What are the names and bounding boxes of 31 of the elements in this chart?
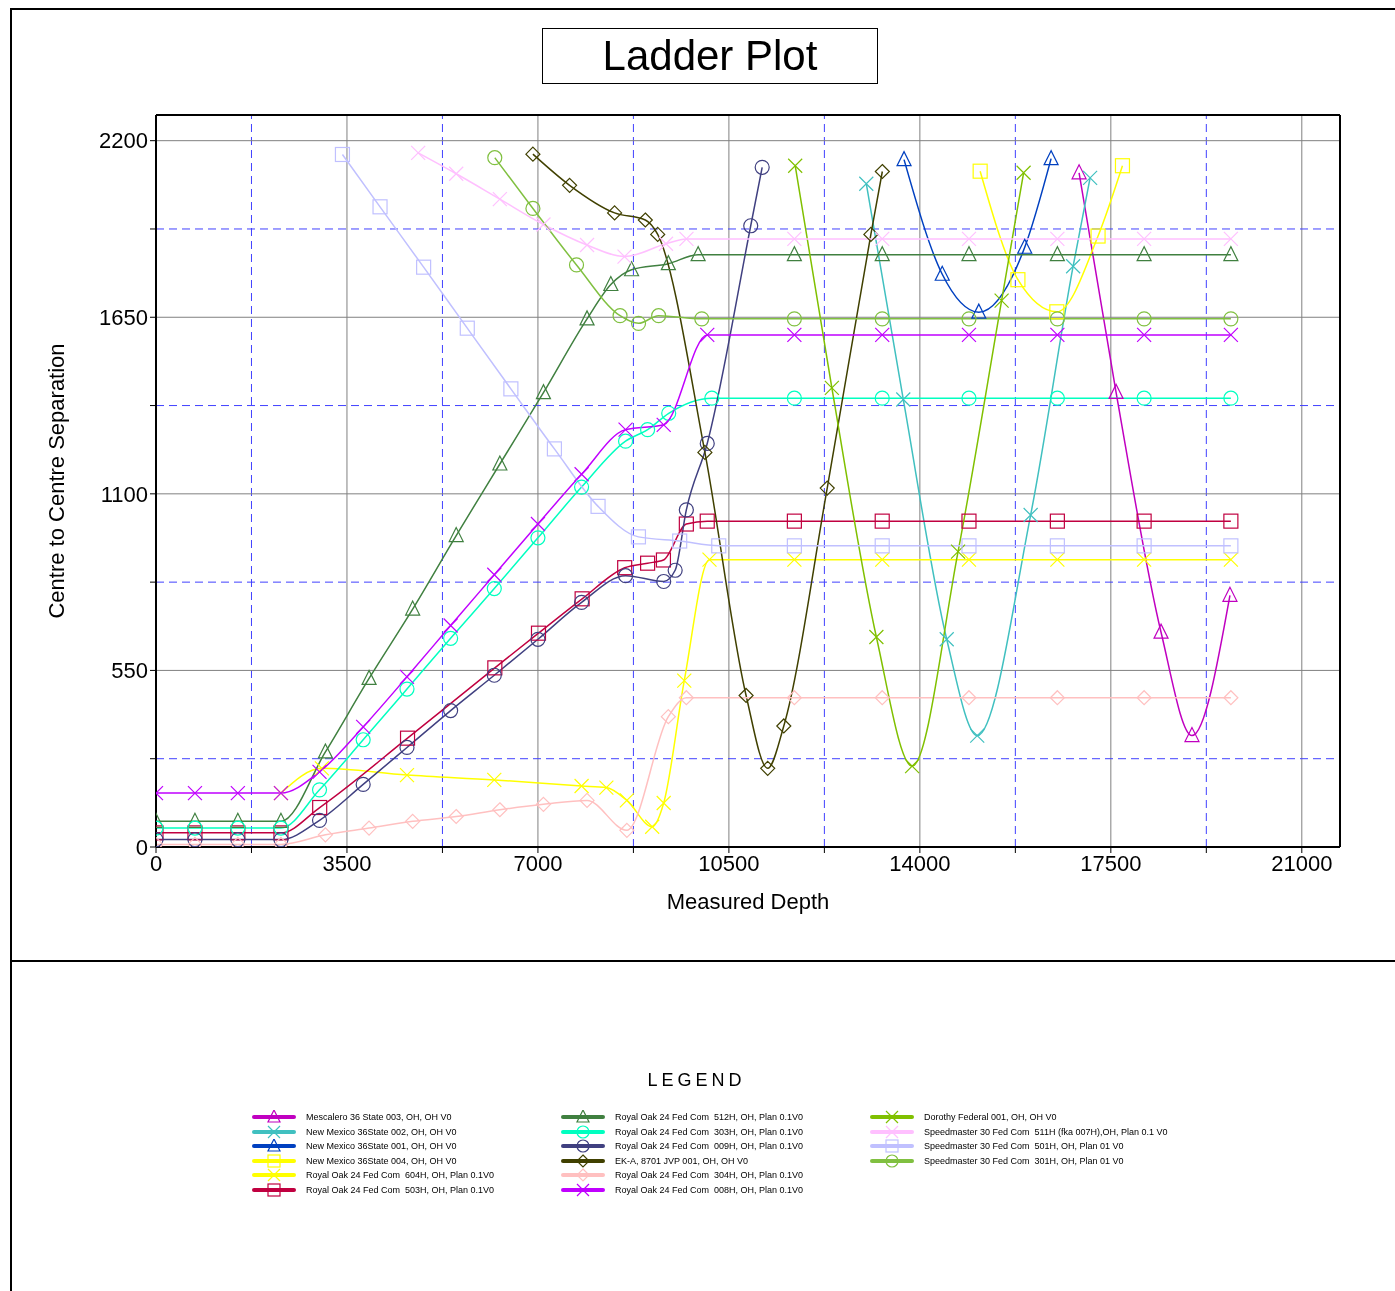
legend-label: New Mexico 36State 004, OH, OH V0 [306, 1155, 457, 1166]
y-tick-label: 2200 [99, 128, 148, 154]
x-tick-label: 7000 [513, 850, 563, 876]
y-tick-label: 550 [111, 658, 148, 684]
legend-label: Royal Oak 24 Fed Com 303H, OH, Plan 0.1V0 [615, 1126, 804, 1137]
x-tick-label: 3500 [322, 850, 372, 876]
legend-label: Royal Oak 24 Fed Com 304H, OH, Plan 0.1V0 [615, 1170, 804, 1181]
legend-label: Mescalero 36 State 003, OH, OH V0 [306, 1112, 452, 1123]
legend-label: Royal Oak 24 Fed Com 604H, OH, Plan 0.1V0 [306, 1170, 495, 1181]
legend-label: Speedmaster 30 Fed Com 511H (fka 007H),OH, Plan 0.1 V0 [924, 1126, 1168, 1137]
legend-title: LEGEND [646, 1070, 747, 1091]
x-tick-label: 21000 [1271, 850, 1333, 876]
legend-label: EK-A, 8701 JVP 001, OH, OH V0 [615, 1155, 748, 1166]
x-tick-label: 10500 [698, 850, 760, 876]
legend-label: Royal Oak 24 Fed Com 503H, OH, Plan 0.1V0 [306, 1184, 495, 1195]
y-tick-label: 1100 [100, 481, 148, 507]
x-tick-label: 14000 [889, 850, 951, 876]
x-axis-title: Measured Depth [666, 889, 830, 914]
y-axis-title: Centre to Centre Separation [43, 343, 69, 619]
chart-title: Ladder Plot [602, 32, 818, 80]
legend-label: Speedmaster 30 Fed Com 301H, OH, Plan 01 V0 [924, 1155, 1124, 1166]
legend-label: Dorothy Federal 001, OH, OH V0 [924, 1112, 1057, 1123]
x-tick-label: 17500 [1080, 850, 1142, 876]
legend-label: Speedmaster 30 Fed Com 501H, OH, Plan 01 V0 [924, 1141, 1124, 1152]
legend-label: New Mexico 36State 001, OH, OH V0 [306, 1141, 457, 1152]
legend-label: New Mexico 36State 002, OH, OH V0 [306, 1126, 457, 1137]
y-tick-label: 1650 [99, 305, 148, 331]
legend-label: Royal Oak 24 Fed Com 512H, OH, Plan 0.1V0 [615, 1112, 804, 1123]
y-tick-label: 0 [135, 834, 148, 860]
legend-label: Royal Oak 24 Fed Com 009H, OH, Plan 0.1V0 [615, 1141, 804, 1152]
legend-label: Royal Oak 24 Fed Com 008H, OH, Plan 0.1V0 [615, 1184, 804, 1195]
